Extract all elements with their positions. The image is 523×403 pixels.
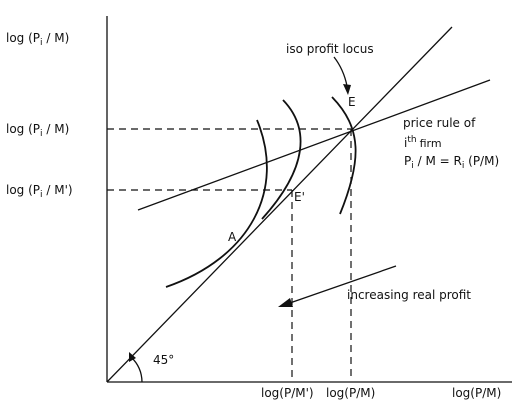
- iso-profit-curve-outer: [332, 97, 356, 214]
- point-E-prime-label: E': [294, 190, 305, 204]
- y-axis-label: log (Pi / M): [6, 31, 69, 48]
- x-tick-left: log(P/M'): [261, 386, 314, 400]
- angle-label: 45°: [153, 353, 174, 367]
- iso-profit-arrow-line: [334, 57, 347, 86]
- price-rule-line1: price rule of: [403, 116, 476, 130]
- increasing-profit-label: increasing real profit: [347, 288, 471, 302]
- angle-arc: [131, 357, 142, 382]
- iso-profit-curve-inner: [166, 120, 267, 287]
- x-tick-right: log(P/M): [326, 386, 375, 400]
- point-E-label: E: [348, 95, 356, 109]
- y-tick-high: log (Pi / M): [6, 122, 69, 139]
- price-rule-line2: ith firm: [404, 135, 442, 150]
- point-A-label: A: [228, 230, 237, 244]
- forty-five-degree-line: [107, 27, 452, 382]
- y-tick-low: log (Pi / M'): [6, 183, 73, 200]
- price-rule-equation: Pi / M = Ri (P/M): [404, 154, 499, 171]
- increasing-profit-arrow-head: [278, 298, 293, 307]
- iso-profit-label: iso profit locus: [286, 42, 374, 56]
- x-axis-label: log(P/M): [452, 386, 501, 400]
- iso-profit-arrow-head: [343, 84, 351, 95]
